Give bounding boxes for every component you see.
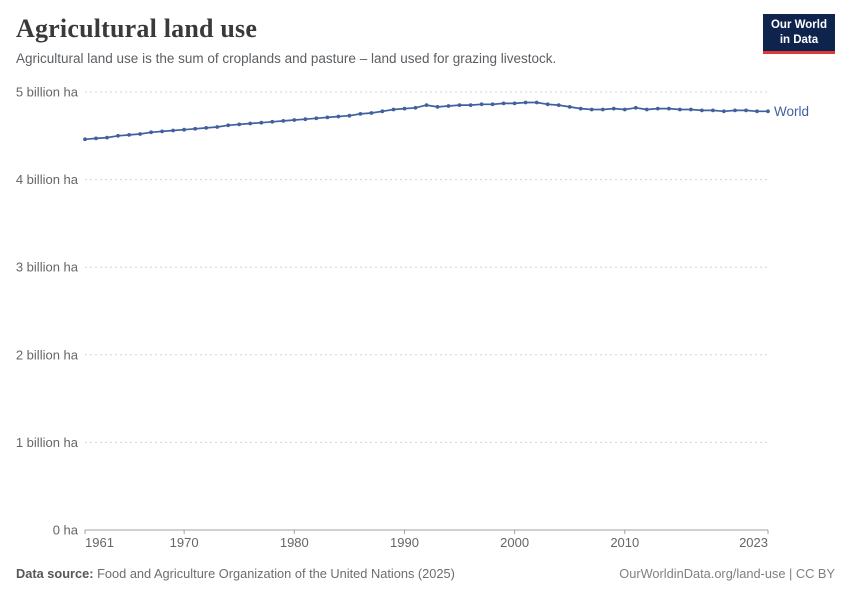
data-source-label: Data source: bbox=[16, 566, 94, 581]
data-point-marker[interactable] bbox=[248, 121, 253, 126]
data-point-marker[interactable] bbox=[424, 103, 429, 107]
data-point-marker[interactable] bbox=[678, 107, 682, 112]
data-point-marker[interactable] bbox=[523, 100, 528, 105]
chart-canvas[interactable]: 0 ha 1 billion ha 2 billion ha 3 billion ha… bbox=[0, 0, 850, 560]
data-point-marker[interactable] bbox=[336, 114, 341, 119]
data-point-marker[interactable] bbox=[700, 108, 704, 113]
data-point-marker[interactable] bbox=[479, 102, 484, 107]
data-point-marker[interactable] bbox=[711, 108, 715, 113]
data-point-marker[interactable] bbox=[281, 119, 286, 123]
data-point-marker[interactable] bbox=[556, 103, 561, 107]
data-point-marker[interactable] bbox=[303, 117, 308, 122]
data-point-marker[interactable] bbox=[127, 133, 131, 137]
data-point-marker[interactable] bbox=[722, 109, 726, 114]
y-axis-tick-label: 0 ha bbox=[53, 523, 79, 538]
x-axis-tick-label: 1990 bbox=[390, 535, 419, 550]
x-axis-tick-label: 1961 bbox=[85, 535, 114, 550]
owid-logo-line2: in Data bbox=[779, 33, 819, 46]
data-point-marker[interactable] bbox=[457, 103, 462, 107]
world-line[interactable] bbox=[84, 101, 769, 141]
y-axis-tick-label: 4 billion ha bbox=[16, 172, 79, 187]
data-point-marker[interactable] bbox=[314, 116, 319, 121]
data-point-marker[interactable] bbox=[766, 109, 770, 114]
data-point-marker[interactable] bbox=[655, 106, 660, 111]
data-point-marker[interactable] bbox=[171, 128, 176, 133]
data-point-marker[interactable] bbox=[578, 106, 583, 111]
data-point-marker[interactable] bbox=[755, 109, 759, 114]
data-point-marker[interactable] bbox=[633, 105, 638, 110]
data-point-marker[interactable] bbox=[391, 107, 396, 112]
data-point-marker[interactable] bbox=[270, 119, 275, 124]
data-point-marker[interactable] bbox=[567, 105, 572, 109]
data-point-marker[interactable] bbox=[490, 102, 495, 107]
y-axis-tick-label: 2 billion ha bbox=[16, 347, 79, 362]
data-point-marker[interactable] bbox=[380, 109, 385, 114]
data-point-marker[interactable] bbox=[512, 101, 517, 106]
data-point-marker[interactable] bbox=[402, 106, 407, 111]
y-axis-tick-label: 3 billion ha bbox=[16, 260, 79, 275]
data-point-marker[interactable] bbox=[325, 115, 330, 120]
x-axis-tick-label: 1970 bbox=[170, 535, 199, 550]
data-point-marker[interactable] bbox=[204, 126, 209, 130]
data-point-marker[interactable] bbox=[83, 137, 87, 142]
footer-citation-link[interactable]: OurWorldinData.org/land-use | CC BY bbox=[619, 566, 835, 581]
data-point-marker[interactable] bbox=[413, 105, 418, 110]
data-point-marker[interactable] bbox=[534, 100, 539, 105]
data-point-marker[interactable] bbox=[667, 106, 671, 111]
data-point-marker[interactable] bbox=[149, 130, 154, 135]
y-axis-tick-label: 5 billion ha bbox=[16, 85, 79, 100]
data-point-marker[interactable] bbox=[94, 136, 98, 141]
x-axis-tick-label: 2023 bbox=[739, 535, 768, 550]
data-point-marker[interactable] bbox=[369, 111, 374, 115]
data-point-marker[interactable] bbox=[435, 105, 440, 109]
data-point-marker[interactable] bbox=[446, 104, 451, 108]
data-point-marker[interactable] bbox=[292, 118, 297, 122]
series-label-world[interactable]: World bbox=[774, 104, 809, 119]
data-point-marker[interactable] bbox=[545, 102, 550, 107]
data-point-marker[interactable] bbox=[226, 123, 231, 128]
y-axis-tick-label: 1 billion ha bbox=[16, 435, 79, 450]
data-point-marker[interactable] bbox=[600, 107, 605, 112]
owid-logo[interactable]: Our World in Data bbox=[762, 14, 835, 54]
data-point-marker[interactable] bbox=[501, 101, 506, 106]
x-axis-tick-label: 1980 bbox=[280, 535, 309, 550]
data-point-marker[interactable] bbox=[160, 129, 165, 134]
data-point-marker[interactable] bbox=[193, 126, 198, 131]
line-chart[interactable]: 0 ha 1 billion ha 2 billion ha 3 billion ha… bbox=[0, 0, 850, 560]
page-title: Agricultural land use bbox=[16, 14, 258, 43]
data-point-marker[interactable] bbox=[468, 103, 473, 107]
data-point-marker[interactable] bbox=[622, 107, 627, 112]
chart-header: Agricultural land use Agricultural land … bbox=[16, 14, 750, 66]
data-point-marker[interactable] bbox=[611, 106, 616, 111]
data-point-marker[interactable] bbox=[215, 125, 220, 129]
chart-subtitle: Agricultural land use is the sum of crop… bbox=[16, 50, 557, 66]
owid-logo-line1: Our World bbox=[770, 19, 827, 31]
data-point-marker[interactable] bbox=[347, 113, 352, 118]
x-axis-tick-label: 2010 bbox=[610, 535, 639, 550]
x-axis-tick-label: 2000 bbox=[500, 535, 529, 550]
data-point-marker[interactable] bbox=[358, 112, 363, 116]
data-point-marker[interactable] bbox=[237, 122, 242, 127]
data-point-marker[interactable] bbox=[259, 120, 264, 125]
data-point-marker[interactable] bbox=[182, 127, 187, 132]
data-source: Data source: Food and Agriculture Organi… bbox=[16, 566, 455, 581]
data-point-marker[interactable] bbox=[105, 135, 109, 140]
data-point-marker[interactable] bbox=[744, 108, 748, 113]
data-point-marker[interactable] bbox=[644, 107, 649, 112]
data-source-text: Food and Agriculture Organization of the… bbox=[97, 566, 455, 581]
chart-footer: Data source: Food and Agriculture Organi… bbox=[16, 566, 835, 581]
data-point-marker[interactable] bbox=[138, 132, 143, 136]
data-point-marker[interactable] bbox=[733, 108, 737, 113]
data-point-marker[interactable] bbox=[689, 107, 693, 112]
data-point-marker[interactable] bbox=[589, 107, 594, 112]
data-point-marker[interactable] bbox=[116, 133, 120, 138]
